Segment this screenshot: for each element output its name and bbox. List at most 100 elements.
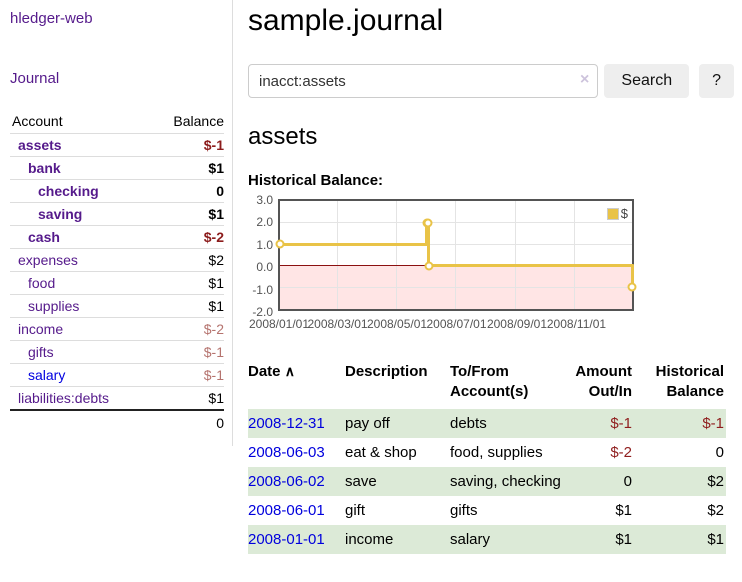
transaction-accounts: saving, checking (450, 466, 570, 496)
y-tick-label: 1.0 (256, 237, 273, 252)
transaction-balance: $2 (640, 466, 726, 496)
legend-label: $ (620, 206, 628, 221)
accounts-header-balance: Balance (173, 113, 224, 129)
transaction-date-link[interactable]: 2008-06-02 (248, 472, 325, 490)
transaction-balance: 0 (715, 443, 724, 461)
sidebar-nav: Journal (10, 70, 224, 88)
gridline (455, 201, 457, 309)
register-header-accounts: To/From Account(s) (450, 363, 529, 401)
account-link-gifts[interactable]: gifts (28, 344, 54, 360)
main-content: sample.journal × Search ? assets Histori… (248, 0, 734, 554)
account-link-income[interactable]: income (18, 321, 64, 337)
transaction-amount: $-2 (610, 443, 632, 461)
transaction-description: gift (345, 501, 366, 519)
register-row: 2008-01-01 income salary $1 $1 (248, 524, 726, 554)
transaction-accounts: gifts (450, 501, 478, 519)
line-segment (427, 221, 430, 268)
chart-x-axis: 2008/01/01 2008/03/01 2008/05/01 2008/07/01… (249, 317, 635, 333)
account-row: income $-2 (10, 317, 224, 341)
account-link-liabilities-debts[interactable]: liabilities:debts (18, 390, 110, 406)
brand-link[interactable]: hledger-web (10, 10, 93, 27)
transaction-balance: $1 (640, 524, 726, 554)
line-segment (278, 242, 429, 246)
chart-grid (280, 201, 632, 309)
transaction-date-link[interactable]: 2008-06-03 (248, 443, 325, 461)
y-tick-label: -1.0 (252, 282, 273, 297)
account-link-food[interactable]: food (28, 275, 56, 291)
x-tick-label: 2008/01/01 (248, 317, 310, 331)
sidebar-item-journal[interactable]: Journal (10, 70, 60, 87)
account-balance: $1 (149, 386, 224, 410)
account-balance: 0 (149, 179, 224, 203)
transaction-amount: $1 (615, 501, 632, 519)
data-point-marker (627, 282, 637, 292)
account-balance: $-2 (149, 225, 224, 249)
account-link-expenses[interactable]: expenses (18, 252, 78, 268)
y-tick-label: 3.0 (256, 193, 273, 207)
account-title: assets (248, 123, 318, 150)
search-button[interactable]: Search (604, 64, 690, 98)
account-row: assets $-1 (10, 133, 224, 157)
register-row: 2008-06-03 eat & shop food, supplies $-2… (248, 438, 726, 467)
transaction-accounts: salary (450, 524, 570, 554)
account-link-supplies[interactable]: supplies (28, 298, 80, 314)
account-balance: $1 (149, 156, 224, 180)
x-tick-label: 2008/07/01 (426, 317, 487, 331)
line-segment (427, 264, 634, 268)
page-title: sample.journal (248, 4, 444, 37)
transaction-amount: 0 (570, 466, 640, 496)
account-balance: $-1 (149, 363, 224, 387)
y-tick-label: -2.0 (252, 305, 273, 319)
clear-search-icon[interactable]: × (580, 71, 590, 88)
legend-swatch-icon (606, 207, 619, 220)
transaction-description: income (345, 524, 450, 554)
account-balance: $1 (149, 202, 224, 226)
chart-series (275, 201, 637, 309)
transaction-amount: $1 (570, 524, 640, 554)
balance-chart: 3.0 2.0 1.0 0.0 -1.0 -2.0 $ 2008/01/01 2008/03… (248, 193, 734, 341)
account-row: food $1 (10, 271, 224, 295)
app-brand: hledger-web (10, 10, 224, 28)
account-link-cash[interactable]: cash (28, 229, 60, 245)
accounts-header-account: Account (12, 113, 63, 129)
chart-plot: $ (275, 199, 637, 311)
transaction-date-link[interactable]: 2008-12-31 (248, 414, 325, 432)
data-point-marker (275, 239, 285, 249)
register-header-description: Description (345, 363, 428, 380)
gridline (573, 201, 575, 309)
account-balance: $2 (149, 248, 224, 272)
accounts-total-row: 0 (10, 409, 224, 435)
y-tick-label: 0.0 (256, 260, 273, 275)
account-link-saving[interactable]: saving (38, 206, 83, 222)
register-table: Date ∧ Description To/From Account(s) Am… (248, 360, 726, 554)
account-link-assets[interactable]: assets (18, 137, 62, 153)
transaction-description: pay off (345, 408, 450, 438)
register-header-date[interactable]: Date ∧ (248, 363, 295, 380)
account-balance: $-1 (149, 133, 224, 157)
gridline (396, 201, 398, 309)
account-balance: $-1 (149, 340, 224, 364)
transaction-accounts: debts (450, 408, 570, 438)
x-tick-label: 2008/05/01 (366, 317, 428, 331)
chart-title: Historical Balance: (248, 172, 384, 189)
accounts-table: Account Balance assets $-1 bank $1 check… (10, 110, 224, 435)
account-link-salary[interactable]: salary (28, 367, 66, 383)
search-input[interactable] (248, 64, 599, 98)
register-row: 2008-12-31 pay off debts $-1 $-1 (248, 408, 726, 438)
transaction-date-link[interactable]: 2008-01-01 (248, 530, 325, 548)
help-button[interactable]: ? (699, 64, 734, 98)
account-link-bank[interactable]: bank (28, 160, 61, 176)
account-link-checking[interactable]: checking (38, 183, 99, 199)
account-row: cash $-2 (10, 225, 224, 249)
transaction-date-link[interactable]: 2008-06-01 (248, 501, 325, 519)
account-row: checking 0 (10, 179, 224, 203)
transaction-accounts: food, supplies (450, 443, 543, 461)
register-row: 2008-06-02 save saving, checking 0 $2 (248, 466, 726, 496)
account-balance: $1 (149, 294, 224, 318)
search-form: × Search ? (248, 64, 734, 98)
register-row: 2008-06-01 gift gifts $1 $2 (248, 496, 726, 525)
register-header-balance: Historical Balance (655, 363, 724, 401)
transaction-amount: $-1 (570, 408, 640, 438)
account-row: gifts $-1 (10, 340, 224, 364)
transaction-balance: $2 (707, 501, 724, 519)
